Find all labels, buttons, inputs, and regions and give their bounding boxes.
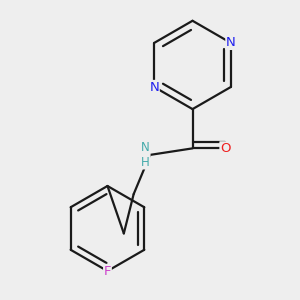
Text: N: N [226,36,236,50]
Text: O: O [220,142,230,155]
Text: N: N [149,80,159,94]
Text: F: F [104,265,111,278]
Text: N
H: N H [141,141,150,169]
